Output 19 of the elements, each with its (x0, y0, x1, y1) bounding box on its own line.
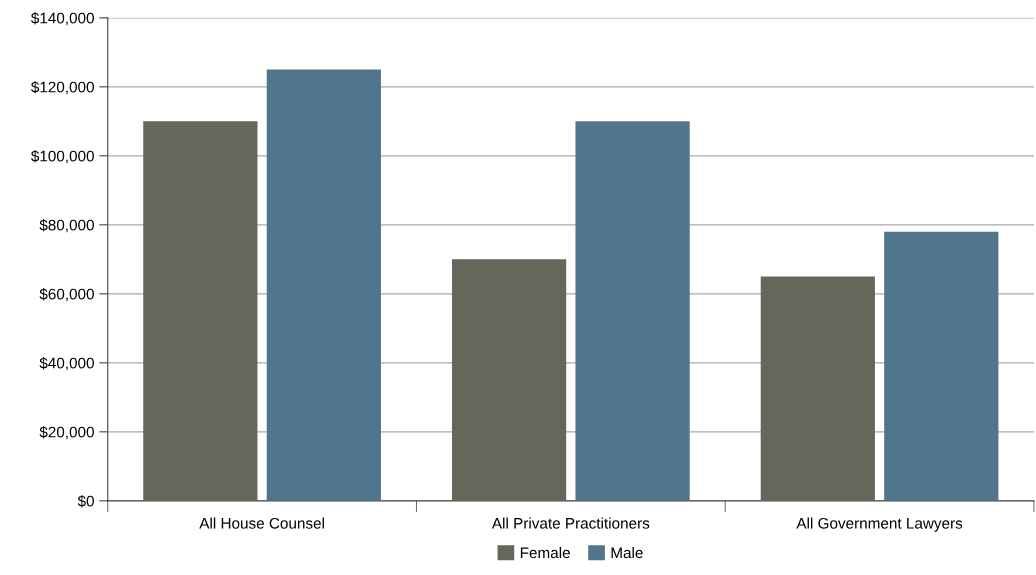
bar (884, 231, 999, 501)
y-tick-label: $140,000 (31, 12, 94, 26)
x-tick-label: All Government Lawyers (796, 517, 963, 532)
y-tick-label: $100,000 (31, 150, 94, 164)
y-tick-label: $120,000 (31, 81, 94, 95)
legend-label: Male (611, 546, 643, 559)
x-tick-label: All Private Practitioners (491, 517, 650, 529)
y-tick-label: $40,000 (39, 357, 94, 371)
x-tick-label: All House Counsel (199, 517, 324, 529)
y-tick-label: $20,000 (39, 426, 94, 440)
bar (575, 121, 690, 501)
y-tick-label: $60,000 (39, 288, 94, 302)
legend-label: Female (520, 546, 570, 559)
y-tick-label: $0 (77, 495, 94, 508)
y-tick-label: $80,000 (39, 219, 94, 233)
bar (760, 276, 875, 501)
bar (143, 121, 258, 501)
bar (266, 69, 381, 501)
bar (451, 259, 567, 501)
